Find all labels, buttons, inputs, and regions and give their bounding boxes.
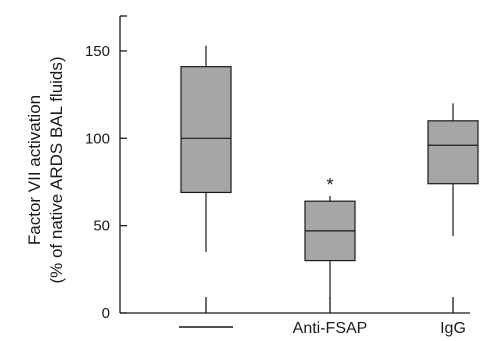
box-iqr <box>180 66 232 194</box>
y-axis-title-line1: Factor VII activation <box>25 95 44 245</box>
y-tick-label: 150 <box>85 43 110 60</box>
y-tick-label: 0 <box>102 305 110 322</box>
axis-titles: Factor VII activation (% of native ARDS … <box>25 56 66 283</box>
x-tick-label: IgG <box>440 320 466 337</box>
box-1 <box>180 45 232 252</box>
y-axis: 0 50 100 150 <box>85 15 127 322</box>
y-tick-label: 50 <box>93 218 110 235</box>
box-3 <box>427 103 479 237</box>
box-plots: * <box>180 45 479 300</box>
box-2: * <box>304 175 356 300</box>
x-tick-label: Anti-FSAP <box>293 320 368 337</box>
x-axis: Anti-FSAP IgG <box>120 297 470 337</box>
y-tick-label: 100 <box>85 130 110 147</box>
y-axis-title-line2: (% of native ARDS BAL fluids) <box>47 56 66 283</box>
significance-marker: * <box>326 175 333 195</box>
box-iqr <box>427 120 479 185</box>
